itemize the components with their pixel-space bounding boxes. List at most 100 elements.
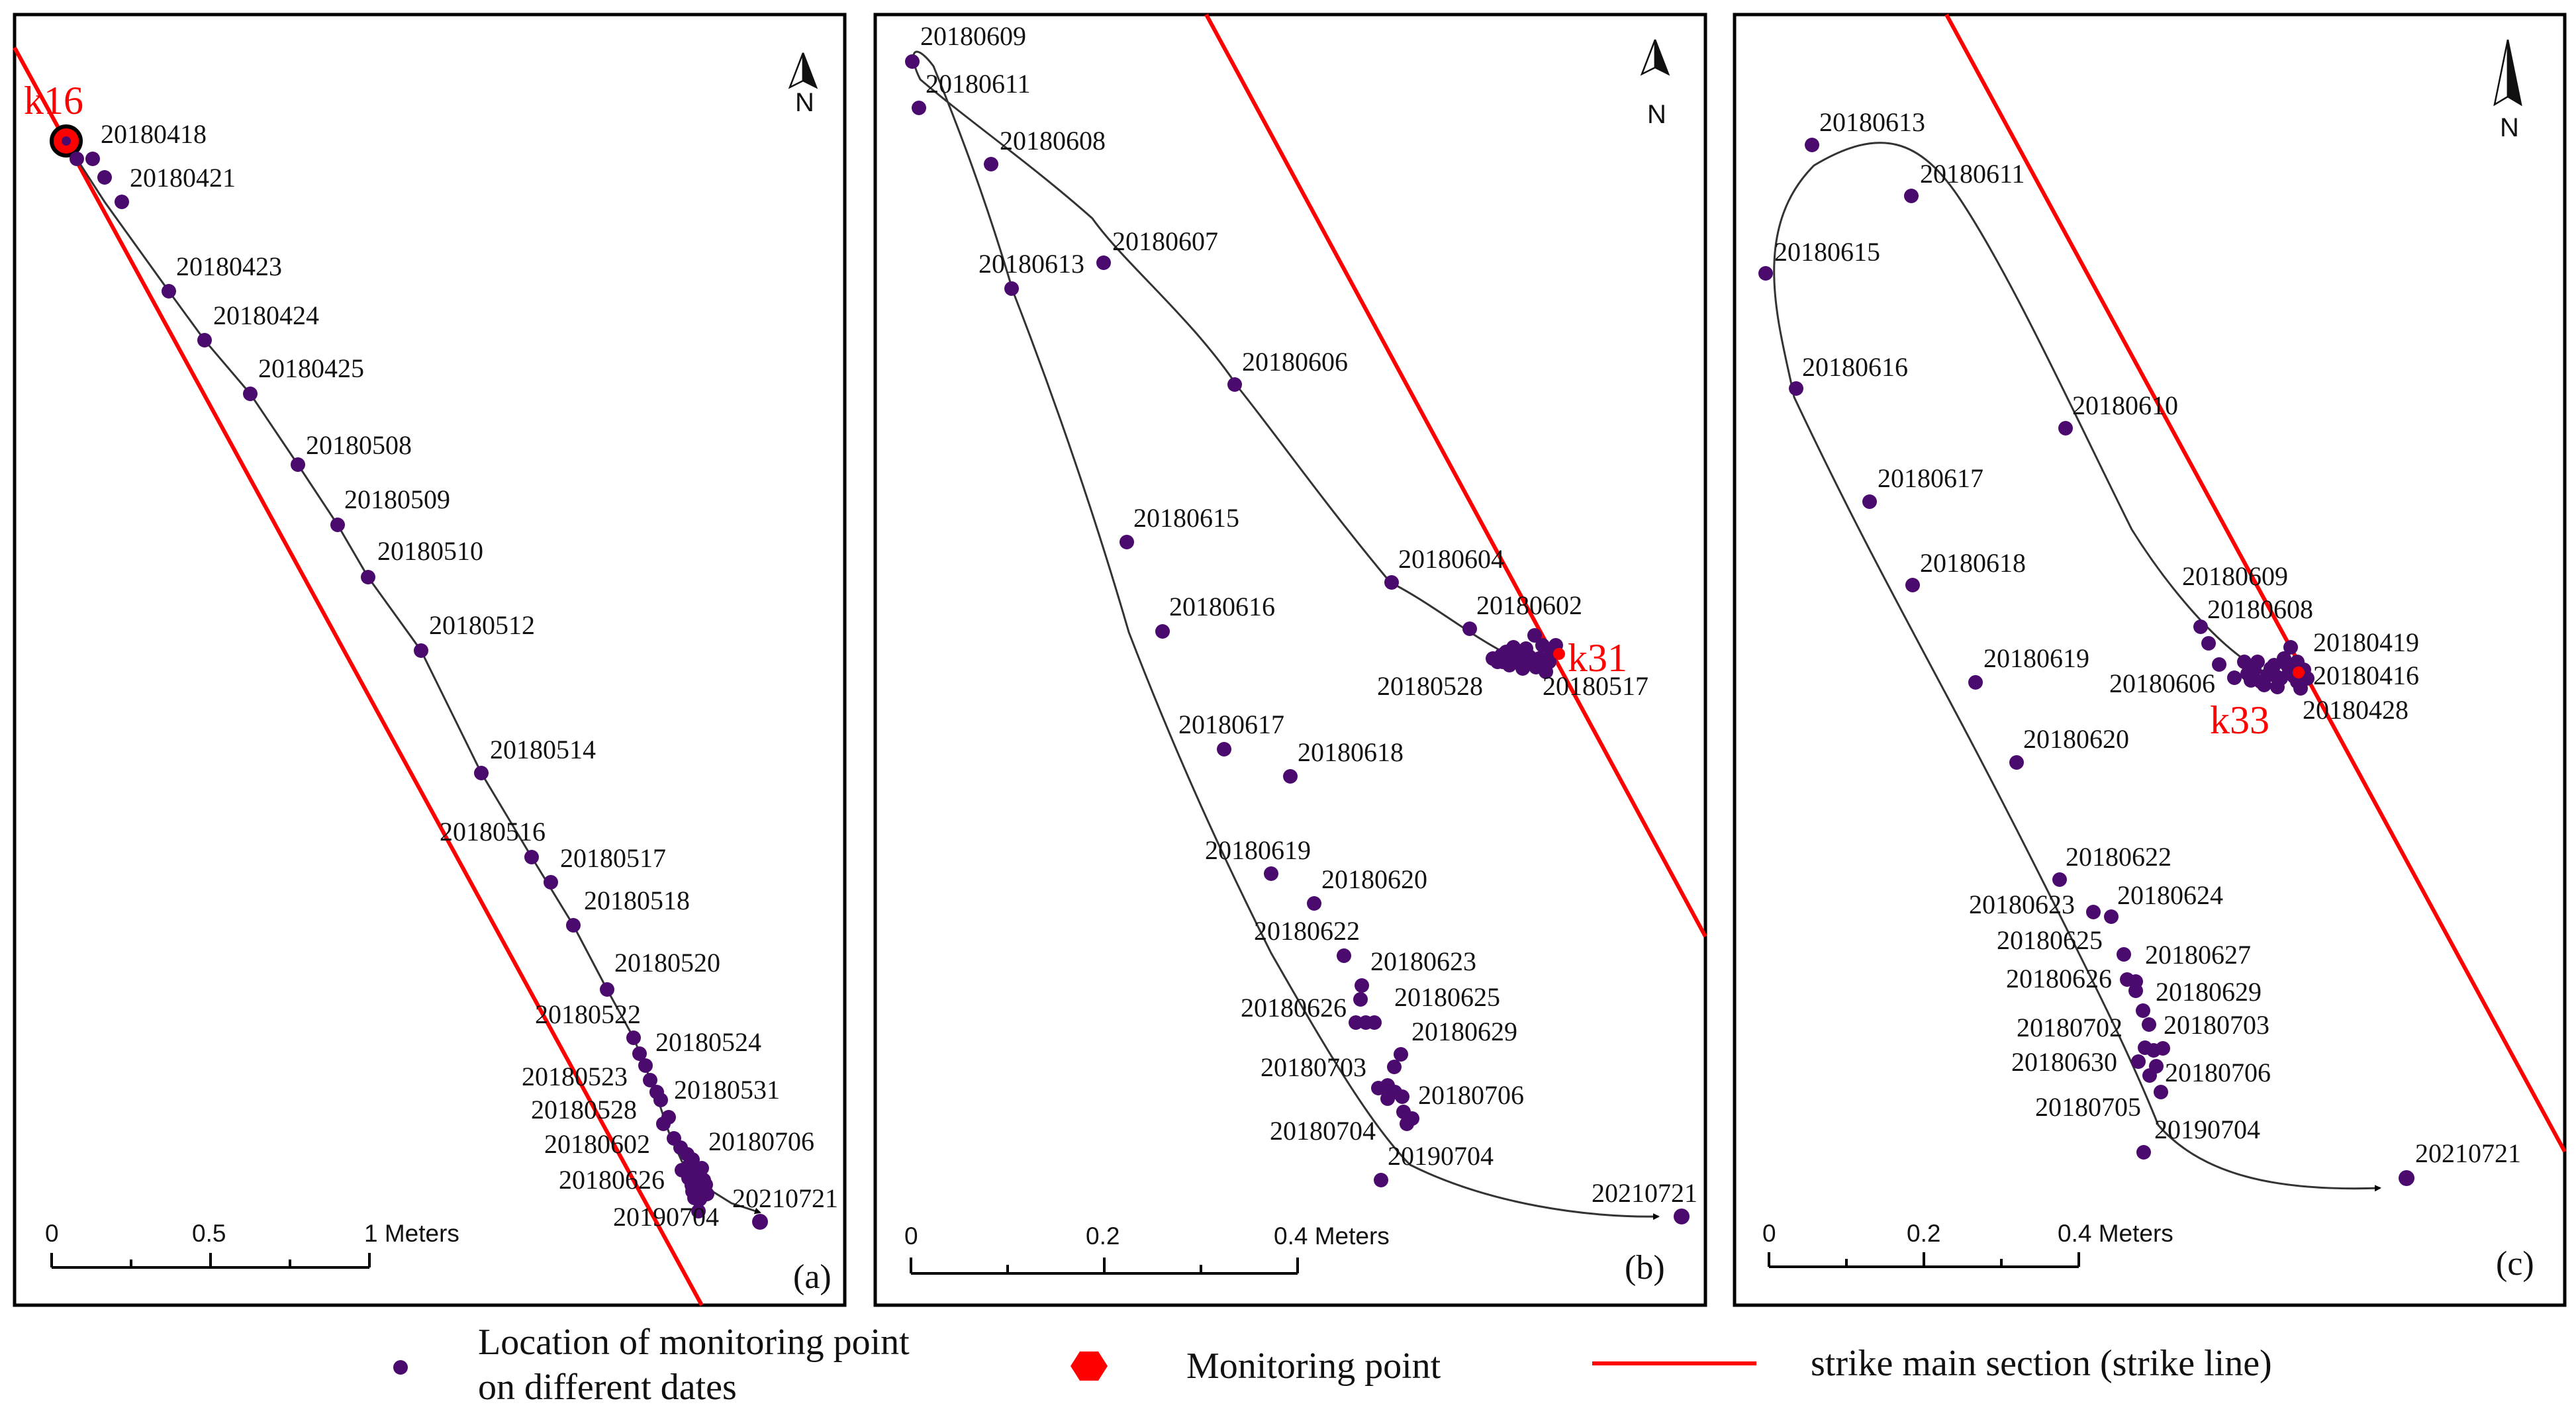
- panel-c-point-label: 20180627: [2145, 940, 2251, 970]
- panel-c-point: [2117, 947, 2131, 962]
- panel-c-point: [1758, 266, 1773, 281]
- panel-c-point: [2128, 984, 2143, 998]
- panel-c-point: [2146, 1043, 2161, 1058]
- panel-c-point-label: 20180629: [2156, 977, 2262, 1007]
- panel-a-point-label: 20180522: [535, 999, 641, 1029]
- legend-monitoring-point-icon: [1071, 1352, 1108, 1381]
- panel-c-scale-bar: [1768, 1252, 2080, 1268]
- panel-c-point: [1905, 578, 1920, 592]
- panel-b-monitoring-point-name: k31: [1568, 636, 1627, 680]
- panel-c-point-label: 20180617: [1878, 463, 1983, 493]
- panel-c-point-label: 20180615: [1774, 237, 1880, 267]
- panel-b-point-label: 20180609: [920, 21, 1026, 51]
- panel-b-points: [905, 54, 1690, 1224]
- panel-b-point-label: 20180616: [1169, 592, 1275, 621]
- panel-c-point: [2244, 673, 2258, 688]
- panel-b-point: [1394, 1047, 1408, 1062]
- panel-a-point-label: 20180510: [377, 536, 483, 566]
- panel-a-point: [474, 766, 489, 780]
- panel-b-point-label: 20180626: [1241, 993, 1347, 1023]
- panel-b-scale-bar: [910, 1258, 1299, 1275]
- panel-a-monitoring-point-dot: [62, 136, 71, 146]
- panel-b-point: [1400, 1117, 1414, 1131]
- panel-c-point-label: 20180626: [2006, 964, 2112, 993]
- panel-c-point: [2136, 1003, 2150, 1018]
- panel-a-point: [600, 982, 614, 997]
- panel-a-point: [361, 570, 375, 584]
- panel-b-point-label: 20180704: [1270, 1116, 1376, 1146]
- panel-c-point-label: 20180625: [1997, 925, 2103, 955]
- panel-b-point: [1120, 535, 1134, 549]
- panel-c-monitoring-point-dot: [2293, 666, 2305, 678]
- panel-b-point: [1387, 1060, 1402, 1074]
- panel-a-point-label: 20180531: [674, 1075, 780, 1105]
- panel-a-point-label: 20180518: [584, 886, 690, 915]
- panel-c-point-label: 20180611: [1920, 159, 2025, 189]
- legend: Location of monitoring point on differen…: [393, 1322, 2272, 1408]
- panel-b-frame: [873, 13, 1707, 1307]
- panel-a-point: [632, 1046, 647, 1061]
- panel-c-monitoring-point-name: k33: [2210, 698, 2269, 742]
- panel-b-point: [1674, 1209, 1690, 1224]
- panel-a-point-label: 20180528: [531, 1095, 637, 1124]
- panel-c-point-label: 20180630: [2011, 1047, 2117, 1077]
- panel-b-point-label: 20180613: [978, 249, 1084, 279]
- panel-b-point: [1367, 1015, 1382, 1030]
- panel-c-point: [1805, 138, 1819, 152]
- panel-b-point-label: 20180528: [1377, 671, 1483, 701]
- panel-b-point: [1384, 575, 1399, 590]
- panel-a-point: [197, 333, 212, 347]
- panel-a-point: [162, 284, 176, 298]
- panel-a-point-label: 20180706: [708, 1126, 814, 1156]
- panel-c-point: [1968, 675, 1983, 690]
- panel-c-point-label: 20180703: [2164, 1010, 2269, 1040]
- panel-a-point-label: 20210721: [732, 1183, 838, 1213]
- panel-b-point-label: 20180606: [1242, 347, 1348, 377]
- panel-a-point: [643, 1073, 657, 1087]
- panel-b-point-label: 20180602: [1476, 590, 1582, 620]
- panel-c-scale-tick: 0.2: [1907, 1220, 1940, 1247]
- panel-b-point: [1462, 621, 1477, 636]
- panel-b-point: [1353, 992, 1368, 1007]
- panel-b-point-label: 20180517: [1543, 671, 1648, 701]
- panel-c-point: [1862, 494, 1877, 509]
- panel-a-monitoring-point-name: k16: [24, 79, 83, 122]
- panel-a-point-label: 20180517: [560, 843, 666, 873]
- panel-a-point: [544, 875, 558, 890]
- legend-location-point-icon: [393, 1360, 408, 1375]
- panel-a-point: [653, 1093, 668, 1107]
- panel-a-point-label: 20180520: [614, 948, 720, 978]
- panel-c-point: [2142, 1068, 2157, 1083]
- panel-c-strike-line: [1944, 13, 2567, 1153]
- panel-a-point-label: 20180524: [655, 1027, 761, 1057]
- panel-a-point: [97, 170, 112, 185]
- panel-c-point-label: 20180610: [2072, 390, 2178, 420]
- panel-a-points: [70, 152, 768, 1230]
- panel-a-point: [115, 195, 129, 209]
- panel-a-point: [752, 1214, 768, 1230]
- panel-b: 20180609 20180611 20180608 20180607 2018…: [873, 13, 1707, 1307]
- panel-a-scale-tick: 0: [45, 1220, 59, 1247]
- panel-b-point-label: 20180629: [1411, 1017, 1517, 1046]
- panel-a-point-label: 20180514: [490, 735, 596, 764]
- panel-c-point: [2104, 909, 2119, 924]
- panel-a: 20180418 20180421 20180423 20180424 2018…: [13, 13, 847, 1307]
- panel-b-scale-tick: 0.2: [1086, 1222, 1120, 1250]
- panel-b-scale-tick: 0.4 Meters: [1274, 1222, 1390, 1250]
- panel-b-point-label: 20180607: [1112, 226, 1218, 256]
- panel-a-point: [70, 152, 84, 166]
- panel-b-point: [1527, 628, 1542, 643]
- panel-c-point: [2142, 1017, 2156, 1032]
- panel-b-point: [905, 54, 920, 69]
- panel-b-point: [1337, 948, 1351, 963]
- panel-a-point: [524, 850, 539, 864]
- legend-location-label-line1: Location of monitoring point: [478, 1322, 910, 1363]
- panel-a-point-label: 20180424: [213, 300, 319, 330]
- panel-a-point-label: 20180425: [258, 353, 364, 383]
- panel-c-point-label: 20180419: [2313, 627, 2419, 657]
- panel-a-point-label: 20180423: [176, 252, 282, 281]
- panel-b-point-label: 20180625: [1394, 982, 1500, 1012]
- panel-b-point: [1307, 896, 1321, 911]
- panel-c-point: [2283, 640, 2298, 655]
